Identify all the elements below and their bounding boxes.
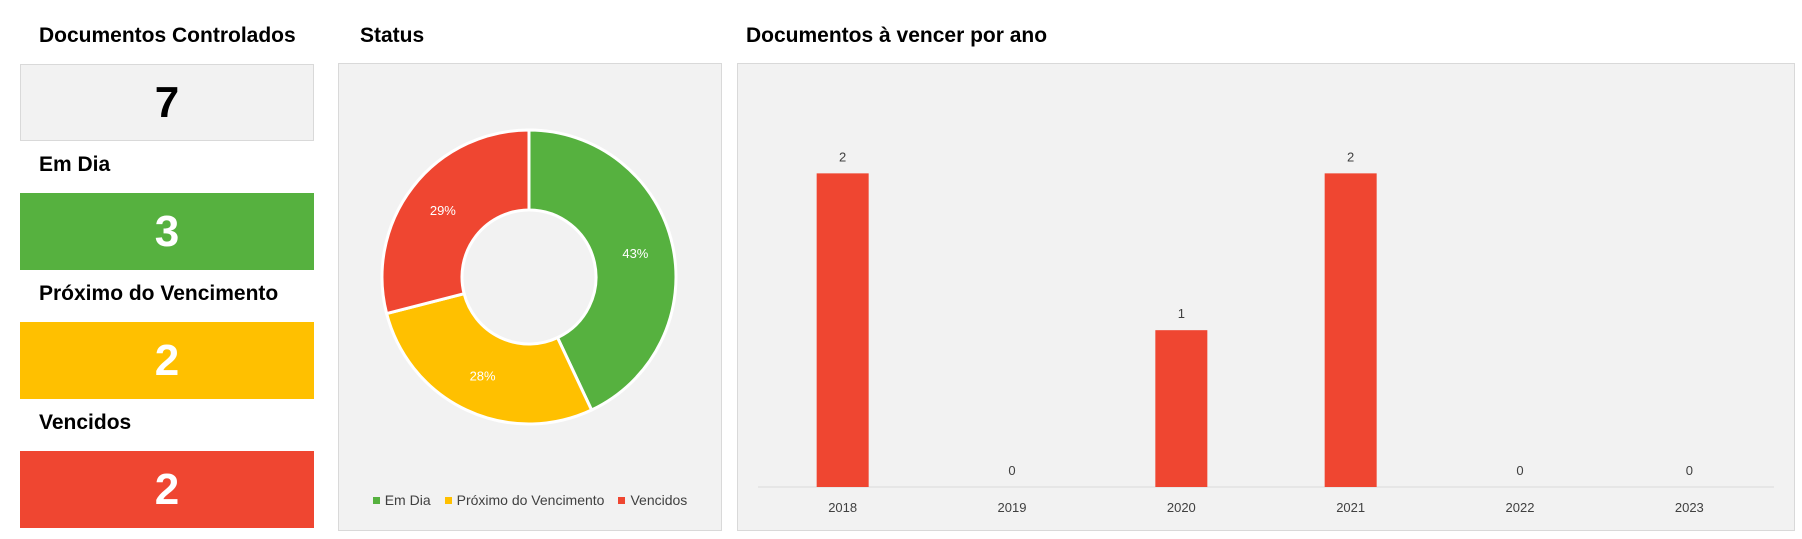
legend-item: Em Dia [372,492,431,508]
bar-2018 [816,173,869,487]
legend-swatch [618,496,626,504]
legend-swatch [372,496,380,504]
x-tick-label: 2023 [1675,500,1704,515]
status-chart-panel: 43% 28% 29% Em Dia Próximo do Vencimento Ven… [338,63,722,531]
x-tick-label: 2022 [1506,500,1535,515]
bar-2020 [1155,330,1208,487]
kpi-proximo-title: Próximo do Vencimento [39,282,279,305]
kpi-em-dia-value: 3 [20,193,314,270]
x-tick-label: 2019 [998,500,1027,515]
legend-label: Vencidos [630,492,688,508]
kpi-vencidos-value: 2 [20,451,314,528]
bar-data-label: 1 [1178,306,1185,321]
x-tick-label: 2020 [1167,500,1196,515]
kpi-em-dia-title: Em Dia [39,153,111,176]
kpi-total-value: 7 [20,64,314,141]
donut-slice-vencidos [380,128,531,316]
legend-swatch [444,496,452,504]
kpi-proximo-value: 2 [20,322,314,399]
bar-chart-title: Documentos à vencer por ano [746,24,1048,47]
bar-data-label: 0 [1686,463,1693,478]
donut-slice-pr-ximo-do-vencimento [384,291,594,426]
bar-data-label: 0 [1516,463,1523,478]
bar-data-label: 2 [839,149,846,164]
bar-2021 [1324,173,1377,487]
legend-item: Vencidos [618,492,687,508]
donut-data-label: 43% [622,246,648,261]
donut-data-label: 29% [430,203,456,218]
legend-label: Em Dia [384,492,431,508]
bar-chart-panel: 2 2018 0 2019 1 2020 2 2021 0 2022 0 2023 [737,63,1795,531]
status-chart-title: Status [360,24,425,47]
donut-slice-em-dia [527,128,678,413]
donut-data-label: 28% [470,369,496,384]
legend-label: Próximo do Vencimento [456,492,605,508]
status-donut-chart: 43% 28% 29% [380,128,678,426]
bar-chart: 2 2018 0 2019 1 2020 2 2021 0 2022 0 2023 [758,149,1774,515]
kpi-vencidos-title: Vencidos [39,411,132,434]
bar-data-label: 2 [1347,149,1354,164]
x-tick-label: 2021 [1336,500,1365,515]
kpi-total-title: Documentos Controlados [39,24,296,47]
status-chart-legend: Em Dia Próximo do Vencimento Vencidos [339,492,721,508]
legend-item: Próximo do Vencimento [444,492,605,508]
bar-data-label: 0 [1008,463,1015,478]
x-tick-label: 2018 [828,500,857,515]
